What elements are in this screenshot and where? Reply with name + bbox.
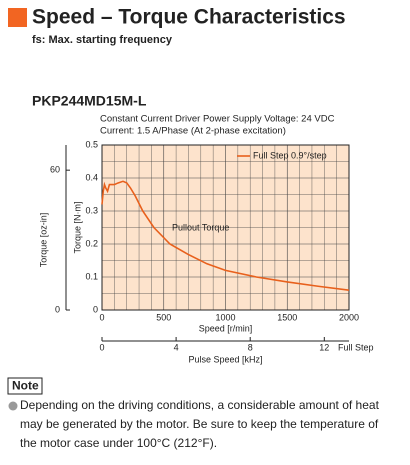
chart-subtitle: Current: 1.5 A/Phase (At 2-phase excitat… xyxy=(100,126,286,137)
data-line xyxy=(101,180,350,291)
page-title: Speed – Torque Characteristics xyxy=(32,6,346,29)
chart-title: PKP244MD15M-L xyxy=(32,93,147,109)
y2-tick-label: 60 xyxy=(50,165,60,175)
note-box xyxy=(7,377,43,395)
plot-frame xyxy=(101,144,350,311)
note-label: Note xyxy=(12,379,39,393)
chart-subtitle: Constant Current Driver Power Supply Vol… xyxy=(100,114,335,125)
y-tick-label: 0.1 xyxy=(85,271,98,281)
title-icon xyxy=(8,8,27,27)
page-subtitle: fs: Max. starting frequency xyxy=(32,34,173,46)
legend-label: Full Step 0.9°/step xyxy=(253,150,327,160)
annotation: Pullout Torque xyxy=(172,222,229,232)
y-axis-title: Torque [N·m] xyxy=(72,201,82,253)
y-tick-label: 0 xyxy=(93,304,98,314)
x2-tick-label: 12 xyxy=(319,342,329,352)
y-tick-label: 0.3 xyxy=(85,205,98,215)
bullet xyxy=(8,401,18,411)
note-text: the motor case under 100°C (212°F). xyxy=(20,436,217,450)
y-tick-label: 0.5 xyxy=(85,139,98,149)
x2-axis-title: Pulse Speed [kHz] xyxy=(188,354,262,364)
x-axis-title: Speed [r/min] xyxy=(199,323,253,333)
x-tick-label: 1000 xyxy=(215,312,235,322)
x2-tick-label: 4 xyxy=(174,342,179,352)
x-tick-label: 1500 xyxy=(277,312,297,322)
x2-tick-label: 8 xyxy=(248,342,253,352)
y-tick-label: 0.4 xyxy=(85,172,98,182)
x-tick-label: 0 xyxy=(99,312,104,322)
y2-tick-label: 0 xyxy=(55,304,60,314)
x2-name: Full Step xyxy=(338,342,374,352)
y-tick-label: 0.2 xyxy=(85,238,98,248)
note-text: may be generated by the motor. Be sure t… xyxy=(20,417,379,431)
x2-tick-label: 0 xyxy=(99,342,104,352)
x-tick-label: 500 xyxy=(156,312,171,322)
note-text: Depending on the driving conditions, a c… xyxy=(20,398,380,412)
x-tick-label: 2000 xyxy=(339,312,359,322)
y2-axis-title: Torque [oz-in] xyxy=(38,213,48,268)
